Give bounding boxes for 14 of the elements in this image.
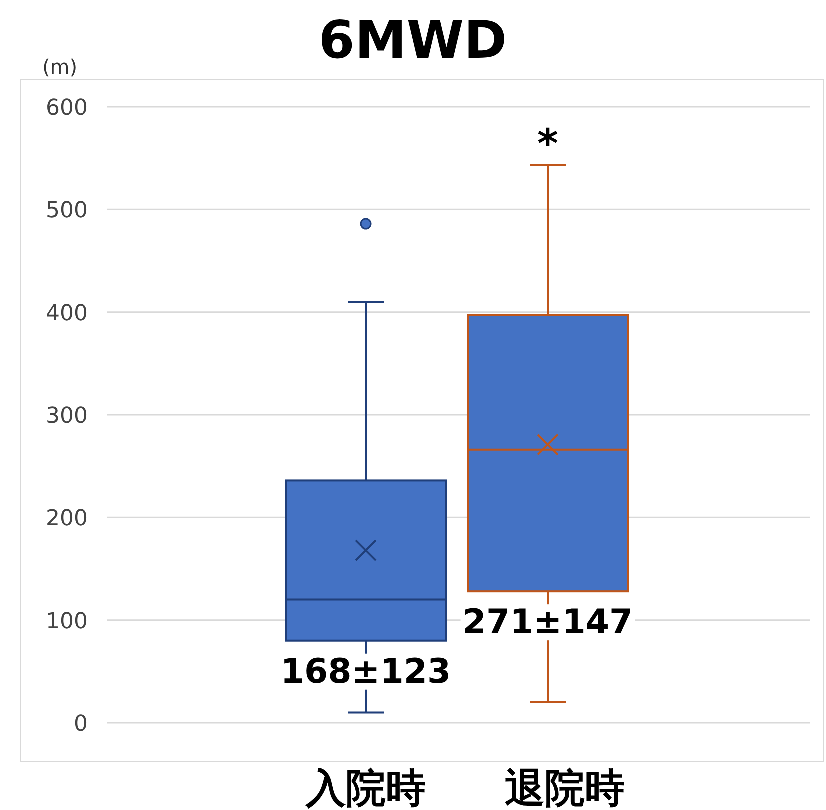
y-tick-label: 200 xyxy=(46,506,88,532)
y-tick-label: 0 xyxy=(74,712,88,737)
y-tick-label: 600 xyxy=(46,96,88,121)
annotation: * xyxy=(538,122,559,168)
y-tick-label: 400 xyxy=(46,301,88,326)
chart-title: 6MWD xyxy=(318,11,508,71)
y-tick-label: 300 xyxy=(46,404,88,429)
y-axis-title: (m) xyxy=(42,55,78,79)
x-tick-label: 入院時 xyxy=(305,766,426,810)
y-tick-label: 100 xyxy=(46,609,88,634)
annotation: 271±147 xyxy=(462,602,634,643)
y-tick-label: 500 xyxy=(46,198,88,224)
annotation: 168±123 xyxy=(280,652,452,692)
x-tick-label: 退院時 xyxy=(505,766,625,810)
